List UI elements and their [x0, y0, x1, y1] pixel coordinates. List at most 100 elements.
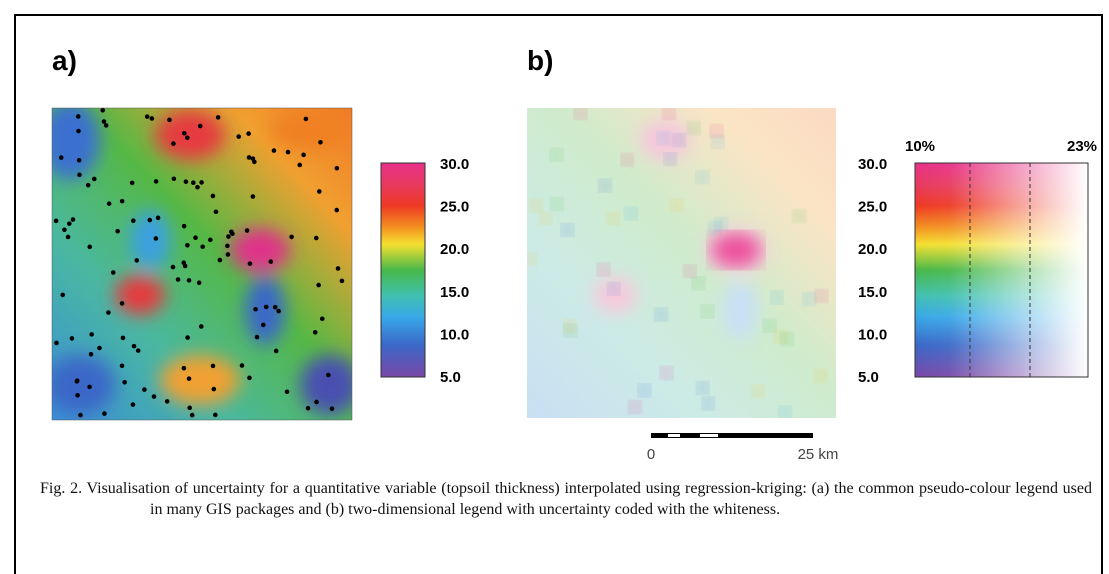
sample-point [122, 380, 127, 385]
legend-tick-label: 25.0 [440, 199, 469, 216]
sample-point [151, 394, 157, 399]
sample-point [164, 399, 170, 404]
sample-point [334, 207, 340, 213]
sample-point [147, 217, 153, 223]
sample-point [171, 141, 176, 146]
sample-point [289, 234, 294, 240]
sample-point [195, 184, 200, 190]
sample-point [213, 209, 219, 215]
sample-point [225, 243, 230, 249]
sample-point [253, 306, 258, 312]
sample-point [181, 223, 187, 229]
sample-point [252, 159, 257, 165]
sample-point [74, 379, 80, 384]
sample-point [247, 261, 253, 266]
certain-spot [770, 291, 783, 304]
sample-point [339, 278, 345, 284]
scale-label: 25 km [798, 446, 839, 463]
sample-point [334, 165, 340, 171]
certain-spot [599, 179, 612, 192]
certain-spot [607, 212, 620, 225]
sample-point [142, 387, 147, 392]
sample-point [185, 243, 190, 248]
sample-point [76, 128, 81, 134]
sample-point [106, 310, 111, 315]
sample-point [60, 292, 66, 298]
map-a [52, 108, 352, 420]
uncertainty-label: 10% [905, 138, 935, 155]
sample-point [236, 134, 242, 139]
scale-bar [651, 433, 813, 438]
sample-point [284, 389, 290, 395]
sample-point [303, 116, 309, 122]
sample-point [135, 348, 141, 353]
sample-point [260, 322, 266, 328]
sample-point [276, 308, 281, 314]
sample-point [131, 218, 136, 223]
legend-tick-label: 30.0 [440, 156, 469, 173]
sample-point [155, 215, 161, 221]
sample-point [103, 123, 109, 128]
sample-point [110, 270, 116, 275]
sample-point [87, 244, 93, 250]
sample-point [186, 278, 192, 283]
sample-point [210, 193, 216, 199]
map-b [527, 108, 836, 418]
sample-point [89, 332, 94, 337]
certain-spot [815, 370, 828, 383]
certain-spot [802, 293, 815, 306]
sample-point [97, 345, 102, 351]
certain-spot [781, 332, 794, 345]
sample-point [53, 218, 59, 224]
certain-spot [625, 207, 638, 220]
caption: Fig. 2. Visualisation of uncertainty for… [40, 480, 1092, 518]
sample-point [119, 363, 125, 369]
sample-point [316, 189, 322, 194]
sample-point [153, 179, 159, 184]
sample-point [65, 234, 71, 240]
sample-point [78, 412, 83, 418]
sample-point [54, 340, 59, 346]
sample-point [69, 336, 75, 341]
certain-spot [815, 289, 828, 302]
certain-spot [539, 212, 552, 225]
certain-spot [793, 210, 806, 223]
legend-tick-label: 25.0 [858, 199, 887, 216]
sample-point [181, 260, 187, 265]
panel-label: b) [527, 45, 553, 76]
sample-point [272, 304, 278, 310]
sample-point [193, 235, 198, 241]
sample-point [67, 221, 72, 226]
sample-point [217, 257, 223, 263]
certain-spot [763, 319, 776, 332]
certain-spot [683, 265, 696, 278]
sample-point [119, 301, 125, 306]
sample-point [244, 228, 250, 233]
certain-spot [607, 282, 620, 295]
sample-point [88, 352, 94, 357]
sample-point [106, 201, 112, 206]
sample-point [77, 172, 82, 178]
sample-point [62, 227, 67, 233]
sample-point [119, 198, 125, 204]
legend-tick-label: 15.0 [858, 284, 887, 301]
sample-point [191, 180, 196, 185]
sample-point [175, 277, 181, 282]
sample-point [226, 234, 231, 239]
certain-spot [672, 134, 685, 147]
legend-tick-label: 5.0 [858, 369, 879, 386]
certain-spot [597, 263, 610, 276]
certain-spot [527, 253, 537, 266]
legend-tick-label: 20.0 [440, 241, 469, 258]
sample-point [273, 348, 279, 354]
legend-b [914, 162, 1089, 378]
sample-point [131, 343, 137, 349]
sample-point [250, 194, 256, 199]
certain-spot [715, 217, 728, 230]
certain-spot [696, 171, 709, 184]
sample-point [91, 176, 97, 182]
sample-point [215, 115, 221, 120]
certain-spot [711, 136, 724, 149]
sample-point [120, 335, 126, 341]
figure: a) b) [51, 45, 1097, 463]
